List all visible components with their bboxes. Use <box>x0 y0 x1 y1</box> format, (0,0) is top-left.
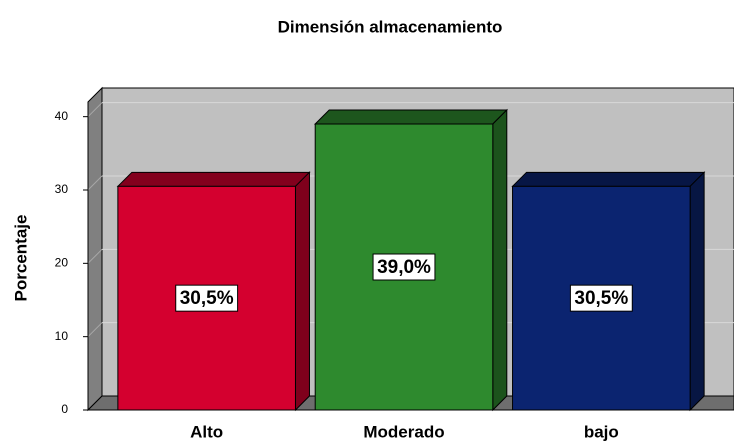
x-tick-label: Moderado <box>363 422 444 441</box>
bar-top <box>116 171 311 187</box>
value-label: 30,5% <box>180 288 234 309</box>
grid-line <box>87 248 103 264</box>
y-tick-label: 0 <box>61 402 68 416</box>
chart-title: Dimensión almacenamiento <box>278 17 503 36</box>
x-tick-label: bajo <box>584 422 619 441</box>
value-label: 39,0% <box>377 257 431 278</box>
y-tick-label: 10 <box>55 329 69 343</box>
grid-line <box>87 102 103 118</box>
y-tick-label: 30 <box>55 182 69 196</box>
bar-side <box>689 171 705 412</box>
bar-side <box>294 171 310 412</box>
bar-side <box>492 108 508 412</box>
bar-top <box>313 109 509 125</box>
value-label-box <box>175 284 239 312</box>
grid-line <box>87 175 103 191</box>
left-wall <box>87 86 103 412</box>
grid-line <box>87 322 103 338</box>
y-tick-label: 20 <box>55 256 69 270</box>
y-axis-label: Porcentaje <box>11 215 30 302</box>
value-label-box <box>372 253 436 281</box>
y-tick-label: 40 <box>55 109 69 123</box>
bar-top <box>511 171 706 187</box>
value-label: 30,5% <box>574 288 628 309</box>
value-label-box <box>569 284 633 312</box>
x-tick-label: Alto <box>190 422 223 441</box>
